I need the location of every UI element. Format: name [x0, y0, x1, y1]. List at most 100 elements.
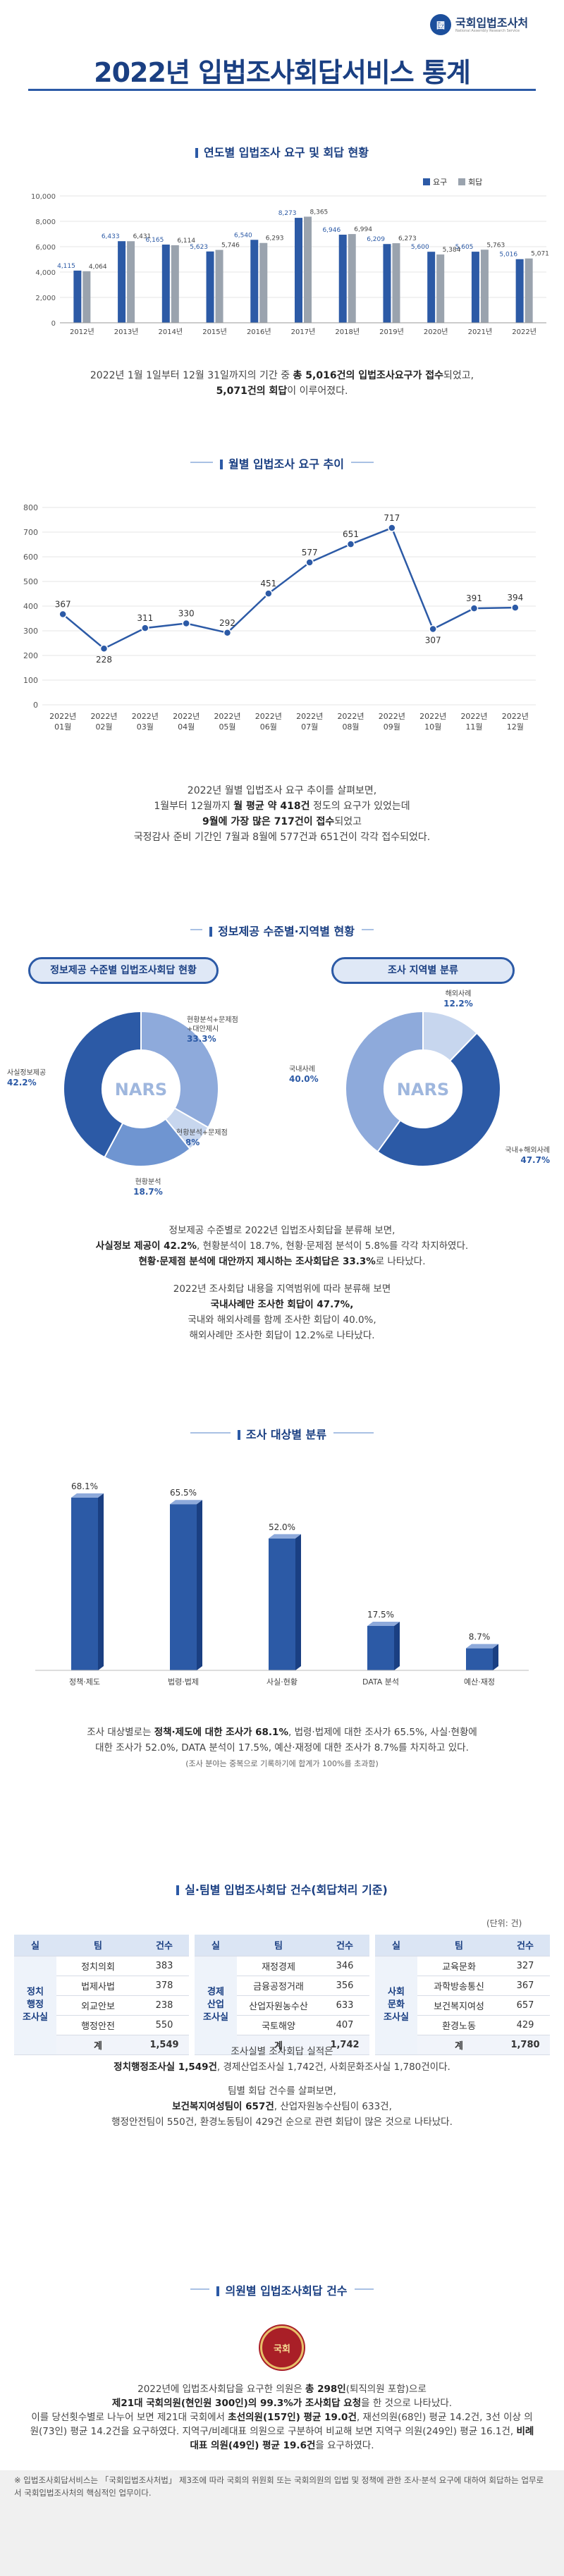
- table-cell: 356: [320, 1976, 369, 1996]
- x-tick-label: 2016년: [247, 328, 271, 336]
- pie-slice: [63, 1010, 142, 1159]
- x-tick-label-year: 2022년: [90, 712, 117, 721]
- table-total-cell: 1,780: [501, 2035, 550, 2055]
- bar-request: [383, 244, 391, 323]
- bar-request: [295, 218, 302, 323]
- bar-reply: [525, 258, 533, 323]
- data-point: [59, 610, 67, 619]
- data-label: 391: [466, 593, 482, 603]
- team-table-group: 실 팀 건수 사회 문화 조사실 교육문화 327 과학방송통신 367 보건복지여성 657 환경노동…: [375, 1935, 550, 2055]
- pie-slice: [376, 1032, 501, 1167]
- x-tick-label: 2022년: [512, 328, 537, 336]
- table-unit: (단위: 건): [486, 1918, 522, 1928]
- slice-value: 33.3%: [187, 1034, 216, 1044]
- y-tick-label: 6,000: [35, 244, 56, 252]
- table-row: 국토해양 407: [195, 2015, 369, 2035]
- target-summary: 조사 대상별로는 정책·제도에 대한 조사가 68.1%, 법령·법제에 대한 …: [87, 1727, 477, 1768]
- national-assembly-seal-icon: 국회: [260, 2326, 304, 2369]
- table-header-cell: 실: [14, 1935, 56, 1956]
- y-tick-label: 8,000: [35, 218, 56, 226]
- x-tick-label-year: 2022년: [296, 712, 323, 721]
- bar-top: [466, 1644, 498, 1648]
- bar-value-label: 6,433: [102, 233, 120, 240]
- region-summary: 2022년 조사회답 내용을 지역범위에 따라 분류해 보면 국내사례만 조사한…: [173, 1283, 391, 1341]
- x-tick-label: 정책·제도: [69, 1677, 100, 1687]
- table-row: 행정안전 550: [14, 2015, 189, 2035]
- bar-request: [515, 259, 524, 323]
- page-title: 2022년 입법조사회답서비스 통계: [94, 57, 471, 88]
- bar-value-label: 6,209: [367, 236, 385, 243]
- bar-top: [170, 1500, 202, 1505]
- monthly-summary: 2022년 월별 입법조사 요구 추이를 살펴보면, 1월부터 12월까지 월 …: [133, 785, 431, 843]
- bar-value-label: 17.5%: [367, 1610, 394, 1620]
- table-cell: 행정안전: [56, 2015, 140, 2035]
- x-tick-label: DATA 분석: [362, 1677, 399, 1687]
- bar-value-label: 65.5%: [170, 1488, 197, 1498]
- x-tick-label: 2020년: [424, 328, 448, 336]
- data-point: [305, 558, 314, 567]
- table-total-cell: 1,549: [140, 2035, 189, 2055]
- table-cell: 327: [501, 1956, 550, 1976]
- level-summary: 정보제공 수준별로 2022년 입법조사회답을 분류해 보면, 사실정보 제공이…: [95, 1225, 469, 1267]
- section-title-monthly: 월별 입법조사 요구 추이: [0, 455, 564, 472]
- bar-value-label: 4,115: [57, 263, 75, 270]
- bar-value-label: 6,273: [398, 235, 417, 242]
- legend-label-reply: 회답: [468, 178, 482, 187]
- table-header-cell: 팀: [56, 1935, 140, 1956]
- y-tick-label: 0: [51, 320, 56, 328]
- bar-value-label: 6,165: [146, 237, 164, 244]
- slice-label: 현황분석+문제점: [176, 1128, 228, 1137]
- data-point: [511, 603, 520, 612]
- table-cell: 보건복지여성: [417, 1995, 501, 2016]
- x-tick-label: 사실·현황: [266, 1677, 298, 1687]
- data-point: [264, 589, 273, 598]
- bar-reply: [259, 242, 268, 323]
- slice-label: 현황분석: [135, 1178, 161, 1186]
- bar-top: [269, 1534, 301, 1539]
- table-header-cell: 건수: [140, 1935, 189, 1956]
- bar-value-label: 6,946: [322, 227, 341, 234]
- bar-value-label: 5,071: [531, 251, 549, 258]
- table-row: 정치 행정 조사실 정치의회 383: [14, 1956, 189, 2055]
- bar-request: [161, 245, 170, 323]
- x-tick-label: 예산·재정: [464, 1677, 495, 1687]
- bar-reply: [127, 241, 135, 323]
- bar-request: [250, 240, 259, 323]
- table-cell: 383: [140, 1956, 189, 1976]
- y-tick-label: 0: [33, 701, 38, 710]
- data-label: 717: [384, 513, 400, 523]
- nars-center-logo: NARS: [115, 1080, 167, 1099]
- logo: 國 국회입법조사처 National Assembly Research Ser…: [430, 11, 560, 39]
- bar-request: [206, 251, 214, 323]
- x-tick-label-month: 04월: [178, 722, 195, 732]
- table-cell: 346: [320, 1956, 369, 1976]
- bar-side: [98, 1493, 104, 1670]
- table-row: 산업자원농수산 633: [195, 1995, 369, 2016]
- bar-front: [367, 1626, 394, 1670]
- bar-value-label: 5,600: [411, 244, 429, 251]
- y-tick-label: 700: [23, 528, 38, 537]
- yearly-chart: 요구 회답 0 2,000 4,000 6,000 8,000 10,000 4,115 4,06…: [31, 178, 549, 336]
- bar-value-label: 5,016: [499, 252, 517, 259]
- table-cell: 429: [501, 2015, 550, 2035]
- section-title-target: 조사 대상별 분류: [0, 1425, 564, 1442]
- x-tick-label: 2021년: [468, 328, 493, 336]
- data-label: 311: [137, 613, 153, 623]
- data-label: 228: [96, 655, 112, 665]
- data-label: 451: [260, 579, 276, 588]
- section-title-level-region: 정보제공 수준별·지역별 현황: [0, 922, 564, 939]
- logo-subtitle: National Assembly Research Service: [455, 28, 520, 33]
- data-point: [223, 629, 232, 637]
- table-row: 사회 문화 조사실 교육문화 327: [375, 1956, 550, 2055]
- x-tick-label-year: 2022년: [173, 712, 200, 721]
- bar-value-label: 4,064: [89, 264, 107, 271]
- monthly-line: [62, 526, 515, 650]
- table-row: 법제사법 378: [14, 1976, 189, 1996]
- y-tick-label: 800: [23, 503, 38, 512]
- footnote: ※ 입법조사회답서비스는 「국회입법조사처법」 제3조에 따라 국회의 위원회 …: [14, 2475, 544, 2498]
- x-tick-label-year: 2022년: [132, 712, 159, 721]
- table-header-cell: 건수: [320, 1935, 369, 1956]
- slice-label: +대안제시: [187, 1025, 219, 1033]
- pie-slice: [345, 1010, 424, 1153]
- data-point: [429, 624, 437, 634]
